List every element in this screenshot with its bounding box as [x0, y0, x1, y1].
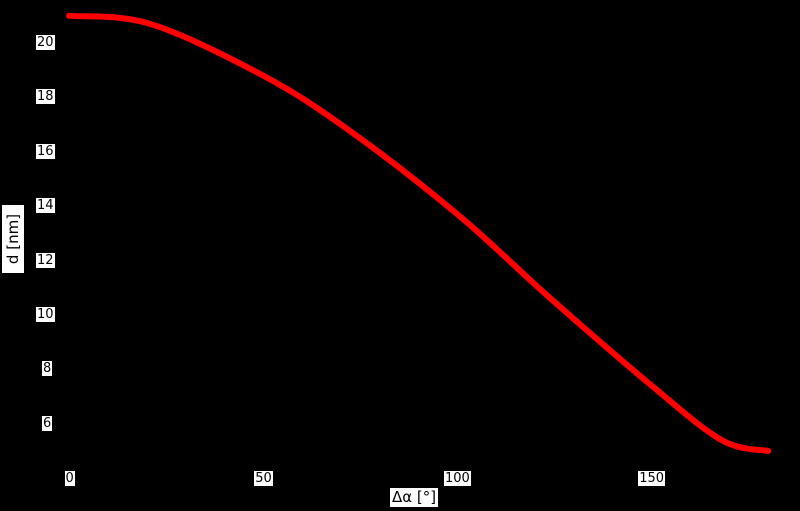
- y-tick-label: 8: [42, 361, 53, 377]
- y-tick-label: 16: [36, 143, 55, 159]
- x-tick-label: 0: [64, 471, 75, 486]
- y-tick-label: 12: [36, 252, 55, 268]
- data-line: [66, 12, 772, 454]
- y-tick-label: 6: [42, 415, 53, 431]
- y-tick-label: 10: [36, 307, 55, 322]
- x-tick-label: 150: [638, 471, 666, 486]
- x-tick-label: 50: [254, 471, 273, 486]
- y-tick-label: 18: [36, 89, 55, 105]
- y-tick-label: 14: [36, 198, 55, 214]
- y-tick-label: 20: [36, 35, 55, 50]
- x-tick-label: 100: [444, 471, 471, 486]
- x-axis-label: Δα [°]: [390, 488, 439, 507]
- y-axis-label: d [nm]: [2, 205, 24, 273]
